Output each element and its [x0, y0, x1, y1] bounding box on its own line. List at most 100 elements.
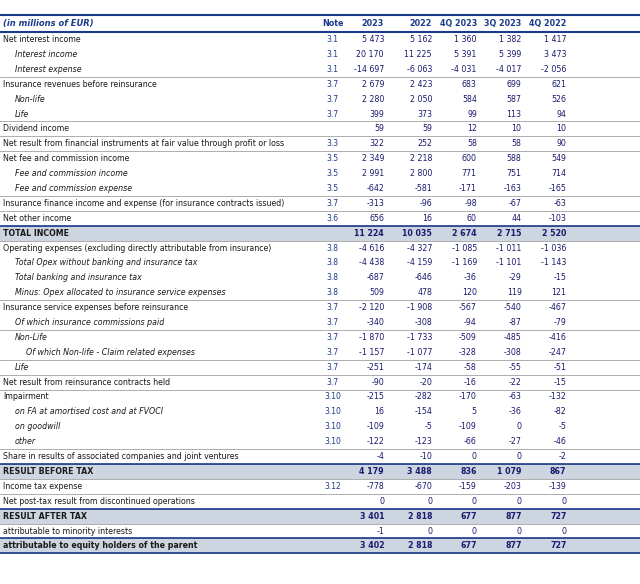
Text: 90: 90: [557, 140, 566, 148]
Text: 0: 0: [427, 497, 432, 506]
Text: 2 674: 2 674: [452, 229, 477, 238]
Text: -90: -90: [371, 378, 384, 387]
Text: 4 179: 4 179: [360, 467, 384, 476]
Text: -642: -642: [366, 184, 384, 193]
Text: Total Opex without banking and insurance tax: Total Opex without banking and insurance…: [15, 259, 197, 267]
Text: attributable to minority interests: attributable to minority interests: [3, 527, 132, 536]
Text: 373: 373: [417, 110, 432, 119]
Text: 12: 12: [467, 124, 477, 133]
Text: -174: -174: [414, 363, 432, 371]
Text: 10 035: 10 035: [402, 229, 432, 238]
Text: 0: 0: [516, 452, 522, 461]
Bar: [0, 77, 640, 92]
Text: attributable to equity holders of the parent: attributable to equity holders of the pa…: [3, 541, 198, 550]
Bar: [0, 241, 640, 256]
Text: 549: 549: [552, 154, 566, 163]
Text: 3.8: 3.8: [327, 288, 339, 297]
Text: 714: 714: [552, 169, 566, 178]
Text: 3.7: 3.7: [327, 363, 339, 371]
Text: -15: -15: [554, 378, 566, 387]
Text: 3.1: 3.1: [327, 35, 339, 44]
Text: -46: -46: [554, 437, 566, 446]
Text: 3.7: 3.7: [327, 80, 339, 89]
Text: 3.7: 3.7: [327, 303, 339, 312]
Text: -51: -51: [554, 363, 566, 371]
Text: -14 697: -14 697: [354, 65, 384, 74]
Text: 119: 119: [507, 288, 522, 297]
Text: 3 401: 3 401: [360, 512, 384, 520]
Text: 3.1: 3.1: [327, 50, 339, 59]
Text: 771: 771: [462, 169, 477, 178]
Text: 0: 0: [516, 422, 522, 431]
Text: 10: 10: [511, 124, 522, 133]
Text: Interest expense: Interest expense: [15, 65, 81, 74]
Text: 727: 727: [550, 512, 566, 520]
Text: 2 679: 2 679: [362, 80, 384, 89]
Text: 587: 587: [507, 95, 522, 103]
Text: 3Q 2023: 3Q 2023: [484, 19, 522, 28]
Text: 2 423: 2 423: [410, 80, 432, 89]
Text: 727: 727: [550, 541, 566, 550]
Text: 3.7: 3.7: [327, 348, 339, 357]
Text: -4 031: -4 031: [451, 65, 477, 74]
Text: -646: -646: [414, 273, 432, 282]
Text: -567: -567: [459, 303, 477, 312]
Bar: [0, 226, 640, 241]
Bar: [0, 300, 640, 315]
Text: -1 101: -1 101: [496, 259, 522, 267]
Bar: [0, 270, 640, 286]
Text: -4 327: -4 327: [406, 244, 432, 252]
Text: -109: -109: [366, 422, 384, 431]
Text: -416: -416: [548, 333, 566, 342]
Text: 2 520: 2 520: [542, 229, 566, 238]
Text: -778: -778: [366, 482, 384, 491]
Text: 2 218: 2 218: [410, 154, 432, 163]
Text: -4 438: -4 438: [359, 259, 384, 267]
Text: 3.10: 3.10: [324, 422, 341, 431]
Text: -5: -5: [424, 422, 432, 431]
Text: -94: -94: [464, 318, 477, 327]
Bar: [0, 434, 640, 449]
Text: Insurance service expenses before reinsurance: Insurance service expenses before reinsu…: [3, 303, 188, 312]
Text: 3.8: 3.8: [327, 273, 339, 282]
Text: 120: 120: [462, 288, 477, 297]
Text: 2 050: 2 050: [410, 95, 432, 103]
Text: -170: -170: [459, 392, 477, 401]
Text: 1 079: 1 079: [497, 467, 522, 476]
Text: -79: -79: [554, 318, 566, 327]
Text: 0: 0: [472, 452, 477, 461]
Text: 2023: 2023: [362, 19, 384, 28]
Text: 44: 44: [511, 214, 522, 223]
Text: -36: -36: [509, 408, 522, 416]
Text: -670: -670: [414, 482, 432, 491]
Text: Income tax expense: Income tax expense: [3, 482, 83, 491]
Bar: [0, 479, 640, 493]
Text: -36: -36: [464, 273, 477, 282]
Text: 58: 58: [512, 140, 522, 148]
Bar: [0, 47, 640, 62]
Text: -154: -154: [414, 408, 432, 416]
Text: 10: 10: [556, 124, 566, 133]
Text: 3.12: 3.12: [324, 482, 341, 491]
Text: 4Q 2022: 4Q 2022: [529, 19, 566, 28]
Text: 836: 836: [460, 467, 477, 476]
Text: 1 417: 1 417: [544, 35, 566, 44]
Text: 2 715: 2 715: [497, 229, 522, 238]
Text: 3.7: 3.7: [327, 95, 339, 103]
Bar: [0, 166, 640, 181]
Text: 11 224: 11 224: [355, 229, 384, 238]
Bar: [0, 523, 640, 538]
Text: 584: 584: [462, 95, 477, 103]
Text: 1 360: 1 360: [454, 35, 477, 44]
Text: -109: -109: [459, 422, 477, 431]
Text: -687: -687: [366, 273, 384, 282]
Bar: [0, 92, 640, 106]
Text: 3 473: 3 473: [544, 50, 566, 59]
Text: 16: 16: [374, 408, 384, 416]
Text: 121: 121: [552, 288, 566, 297]
Bar: [0, 256, 640, 270]
Text: 3.7: 3.7: [327, 110, 339, 119]
Bar: [0, 419, 640, 434]
Text: 3.8: 3.8: [327, 244, 339, 252]
Text: Net interest income: Net interest income: [3, 35, 81, 44]
